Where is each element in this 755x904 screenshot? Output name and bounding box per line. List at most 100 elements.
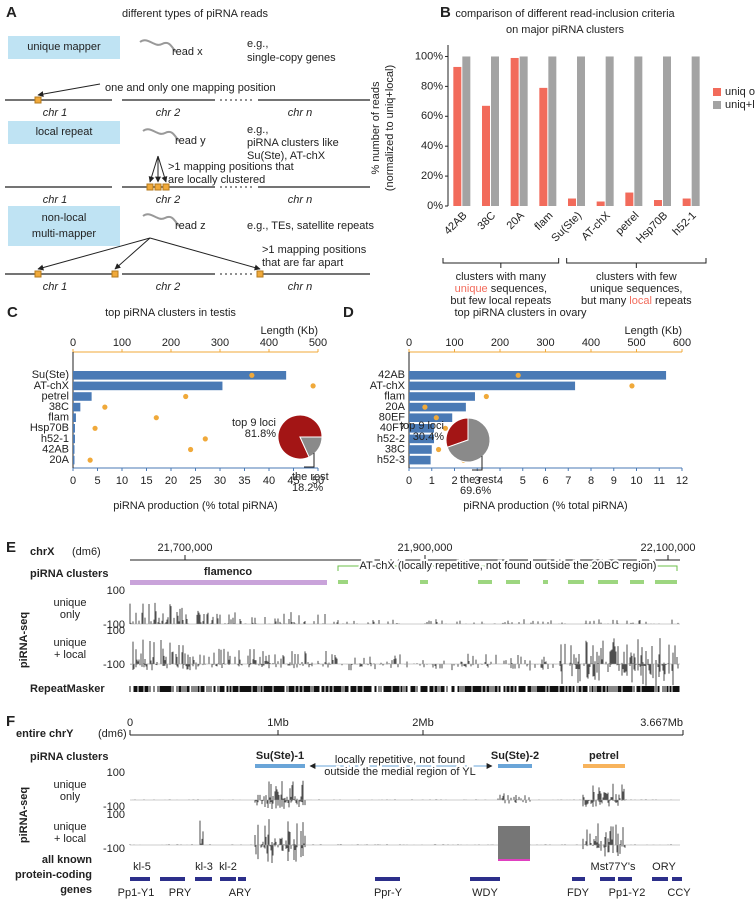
- bar: [510, 57, 519, 206]
- cluster-name: Su(Ste)-2: [491, 750, 539, 762]
- cluster-segment: [598, 580, 618, 584]
- genes-label: genes: [60, 884, 92, 896]
- bar: [663, 56, 671, 206]
- cluster-segment: [478, 580, 492, 584]
- length-point: [422, 404, 428, 410]
- gene: [572, 877, 585, 881]
- type-box: [8, 121, 120, 144]
- x-tick-label: 5: [94, 475, 100, 487]
- bar: [73, 455, 75, 465]
- group-note: unique sequences,: [455, 283, 547, 295]
- panel-label: B: [440, 4, 451, 21]
- y-tick-label: petrel: [41, 390, 69, 402]
- y-tick-label: h52-1: [41, 433, 69, 445]
- chr-label: chr 2: [156, 107, 180, 119]
- x-tick-label: 15: [140, 475, 152, 487]
- example: e.g.,: [247, 38, 268, 50]
- chrom-name: entire chrY: [16, 728, 74, 740]
- chr-label: chr 1: [43, 281, 67, 293]
- y-tick-label: 42AB: [378, 369, 405, 381]
- type-name: multi-mapper: [32, 228, 97, 240]
- bar: [654, 200, 662, 206]
- bar: [462, 56, 471, 206]
- type-box: [8, 206, 120, 246]
- bar: [73, 413, 76, 422]
- y-tick-label: flam: [384, 390, 405, 402]
- signal-track: [130, 780, 672, 809]
- gene: [375, 877, 400, 881]
- x2-tick-label: 0: [406, 337, 412, 349]
- y-tick-label: 38C: [385, 443, 405, 455]
- pie-value-label: 18.2%: [292, 482, 323, 494]
- chr-label: chr 2: [156, 194, 180, 206]
- x-tick-label: flam: [532, 210, 555, 233]
- x2-tick-label: 300: [211, 337, 229, 349]
- y-tick-label: 100%: [415, 50, 443, 62]
- cluster-name: petrel: [589, 750, 619, 762]
- track-axis-label: piRNA-seq: [18, 612, 30, 668]
- gene: [652, 877, 668, 881]
- map-arrow: [37, 83, 101, 98]
- bar: [409, 402, 466, 412]
- map-arrow: [148, 155, 159, 183]
- cluster-segment: [543, 580, 548, 584]
- gene-label: ARY: [229, 887, 252, 899]
- group-note-part: unique: [455, 283, 488, 295]
- cluster-segment: [568, 580, 584, 584]
- track-min: -100: [103, 843, 125, 855]
- x-axis-label: piRNA production (% total piRNA): [113, 500, 277, 512]
- x-tick-label: 20A: [505, 209, 528, 232]
- chart-title: on major piRNA clusters: [506, 24, 624, 36]
- bar: [605, 56, 614, 206]
- gene-label: Mst77Y's: [591, 861, 636, 873]
- y-tick-label: AT-chX: [370, 380, 406, 392]
- x2-tick-label: 200: [162, 337, 180, 349]
- x-tick-label: h52-1: [670, 210, 698, 238]
- y-tick-label: 0%: [427, 200, 443, 212]
- signal-track: [129, 819, 673, 863]
- x2-tick-label: 300: [536, 337, 554, 349]
- map-position: [162, 183, 170, 191]
- map-arrow: [149, 237, 261, 271]
- gene: [600, 877, 615, 881]
- map-arrow: [37, 237, 151, 271]
- cluster-name: flamenco: [204, 566, 253, 578]
- map-position: [111, 270, 119, 278]
- bar: [409, 445, 432, 454]
- x2-tick-label: 500: [309, 337, 327, 349]
- group-note: clusters with many: [456, 271, 547, 283]
- bar: [577, 56, 585, 206]
- pie-value-label: 69.6%: [460, 485, 491, 497]
- bar: [73, 424, 75, 433]
- x-tick-label: 1: [429, 475, 435, 487]
- x-tick-label: 50: [312, 475, 324, 487]
- bar: [73, 392, 92, 401]
- clusters-label: piRNA clusters: [30, 751, 108, 763]
- length-point: [435, 446, 442, 453]
- example: e.g.,: [247, 124, 268, 136]
- group-note-part: sequences,: [488, 283, 547, 295]
- track-max: 100: [107, 625, 125, 637]
- note: are locally clustered: [168, 174, 265, 186]
- read-squiggle: [142, 128, 180, 142]
- track-max: 100: [107, 585, 125, 597]
- group-note: but few local repeats: [450, 295, 551, 307]
- x-tick-label: 42AB: [442, 210, 470, 238]
- chr-label: chr 1: [43, 107, 67, 119]
- pie-label: top 9 loci: [232, 417, 276, 429]
- cluster-segment: [506, 580, 520, 584]
- x2-tick-label: 100: [445, 337, 463, 349]
- repeat-label: RepeatMasker: [30, 683, 105, 695]
- chr-label: chr n: [288, 281, 312, 293]
- pie-slice: [446, 417, 491, 463]
- map-position: [34, 270, 42, 278]
- x-axis-label: piRNA production (% total piRNA): [463, 500, 627, 512]
- signal-track: [130, 638, 679, 686]
- y-tick-label: h52-2: [377, 433, 405, 445]
- gene-label: WDY: [472, 887, 498, 899]
- legend-swatch: [713, 101, 721, 109]
- x-tick-label: 20: [165, 475, 177, 487]
- bar: [539, 87, 548, 206]
- cluster-segment: [655, 580, 677, 584]
- chart-title: comparison of different read-inclusion c…: [455, 8, 675, 20]
